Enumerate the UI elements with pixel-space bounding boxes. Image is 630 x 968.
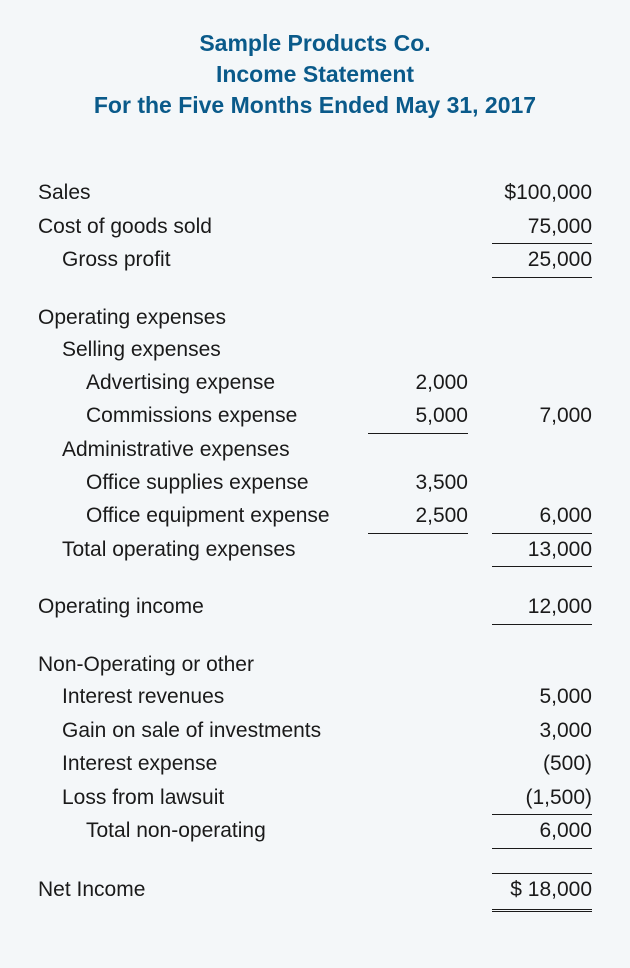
sub-amount [368,323,468,324]
line-label: Cost of goods sold [38,211,368,244]
amount: 6,000 [492,815,592,849]
sub-amount [368,769,468,770]
line-label: Selling expenses [38,334,368,367]
line-label: Interest revenues [38,681,368,714]
line-label: Gross profit [38,244,368,277]
blank-row [38,849,592,873]
line-label: Total non-operating [38,815,368,848]
sub-amount [368,803,468,804]
sub-amount [368,736,468,737]
amount [492,488,592,489]
blank-row [38,625,592,649]
sub-amount [368,232,468,233]
sub-amount: 2,000 [368,367,468,401]
amount: 12,000 [492,591,592,625]
statement-header: Sample Products Co. Income Statement For… [38,28,592,121]
sub-amount [368,895,468,896]
line-label: Total operating expenses [38,534,368,567]
company-name: Sample Products Co. [38,28,592,59]
line-item: Administrative expenses [38,434,592,467]
amount: 3,000 [492,715,592,749]
line-item: Office supplies expense3,500 [38,467,592,501]
statement-title: Income Statement [38,59,592,90]
amount: 75,000 [492,211,592,245]
amount [492,455,592,456]
line-item: Advertising expense2,000 [38,367,592,401]
line-label: Loss from lawsuit [38,782,368,815]
sub-amount [368,355,468,356]
statement-body: Sales$100,000Cost of goods sold75,000Gro… [38,177,592,911]
line-item: Operating expenses [38,302,592,335]
sub-amount [368,612,468,613]
line-item: Net Income $ 18,000 [38,873,592,912]
line-label: Net Income [38,874,368,907]
amount: 5,000 [492,681,592,715]
line-label: Commissions expense [38,400,368,433]
amount: $ 18,000 [492,873,592,912]
amount [492,355,592,356]
amount: 6,000 [492,500,592,534]
line-label: Operating expenses [38,302,368,335]
line-label: Interest expense [38,748,368,781]
statement-period: For the Five Months Ended May 31, 2017 [38,90,592,121]
amount [492,323,592,324]
sub-amount [368,670,468,671]
line-item: Gross profit 25,000 [38,244,592,278]
amount: (1,500) [492,782,592,816]
amount: 13,000 [492,534,592,568]
income-statement-sheet: Sample Products Co. Income Statement For… [0,0,630,952]
sub-amount: 2,500 [368,500,468,534]
sub-amount [368,455,468,456]
line-item: Loss from lawsuit (1,500) [38,782,592,816]
line-item: Total operating expenses 13,000 [38,534,592,568]
line-item: Operating income 12,000 [38,591,592,625]
line-item: Commissions expense5,000 7,000 [38,400,592,434]
line-item: Office equipment expense2,500 6,000 [38,500,592,534]
amount: 7,000 [492,400,592,434]
amount: $100,000 [492,177,592,211]
line-label: Office equipment expense [38,500,368,533]
sub-amount: 3,500 [368,467,468,501]
sub-amount [368,198,468,199]
blank-row [38,278,592,302]
line-label: Office supplies expense [38,467,368,500]
line-item: Non-Operating or other [38,649,592,682]
line-label: Advertising expense [38,367,368,400]
line-item: Gain on sale of investments 3,000 [38,715,592,749]
sub-amount: 5,000 [368,400,468,434]
line-item: Sales $100,000 [38,177,592,211]
blank-row [38,567,592,591]
line-label: Sales [38,177,368,210]
amount [492,388,592,389]
line-item: Interest revenues 5,000 [38,681,592,715]
line-item: Cost of goods sold 75,000 [38,211,592,245]
amount: (500) [492,748,592,782]
line-label: Administrative expenses [38,434,368,467]
line-item: Selling expenses [38,334,592,367]
sub-amount [368,555,468,556]
sub-amount [368,702,468,703]
line-item: Total non-operating 6,000 [38,815,592,849]
line-label: Non-Operating or other [38,649,368,682]
sub-amount [368,836,468,837]
line-label: Gain on sale of investments [38,715,368,748]
amount: 25,000 [492,244,592,278]
line-label: Operating income [38,591,368,624]
line-item: Interest expense (500) [38,748,592,782]
sub-amount [368,265,468,266]
amount [492,670,592,671]
